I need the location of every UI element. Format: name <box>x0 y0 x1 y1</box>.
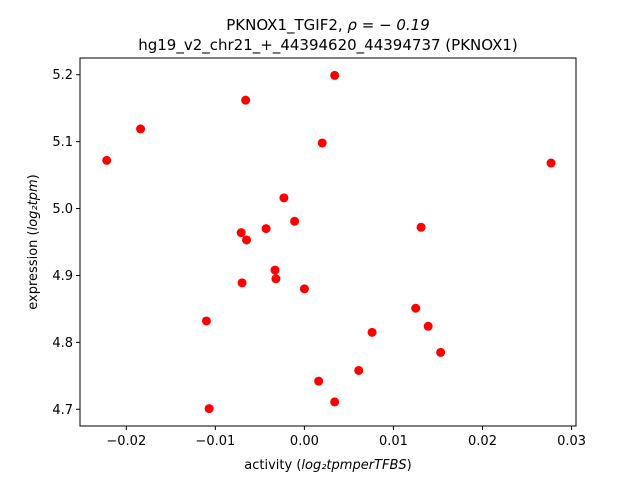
y-tick-label: 4.7 <box>52 403 73 418</box>
data-point <box>330 70 340 80</box>
x-tick-label: −0.01 <box>195 434 235 449</box>
x-axis-label-prefix: activity ( <box>244 458 301 473</box>
x-axis-label: activity (log₂tpmperTFBS) <box>244 458 411 473</box>
y-tick-label: 5.0 <box>52 202 73 217</box>
x-axis: −0.02 −0.01 0.00 0.01 0.02 0.03 <box>106 426 586 449</box>
data-point <box>270 265 280 275</box>
data-point <box>423 321 433 331</box>
y-axis: 4.7 4.8 4.9 5.0 5.1 5.2 <box>52 68 80 418</box>
x-tick-label: −0.02 <box>106 434 146 449</box>
data-point <box>330 397 340 407</box>
chart-title-line1: PKNOX1_TGIF2, ρ = − 0.19 <box>226 16 430 35</box>
x-axis-label-math: log₂tpmperTFBS <box>301 458 406 473</box>
x-axis-label-suffix: ) <box>407 458 412 473</box>
chart-title-line2: hg19_v2_chr21_+_44394620_44394737 (PKNOX… <box>138 36 518 55</box>
plot-area <box>79 57 577 427</box>
y-axis-label-math: log₂tpm <box>26 179 41 230</box>
data-point <box>237 278 247 288</box>
data-point <box>261 224 271 234</box>
data-point <box>236 228 246 238</box>
data-point <box>367 327 377 337</box>
data-point <box>436 347 446 357</box>
data-point <box>271 274 281 284</box>
y-axis-label: expression (log₂tpm) <box>26 174 41 309</box>
y-tick-label: 5.1 <box>52 135 73 150</box>
chart-title-rho: ρ = − 0.19 <box>347 16 429 34</box>
x-tick-label: 0.03 <box>557 434 586 449</box>
data-point <box>136 124 146 134</box>
y-axis-label-prefix: expression ( <box>26 230 41 309</box>
data-point <box>290 216 300 226</box>
y-tick-label: 5.2 <box>52 68 73 83</box>
data-point <box>279 193 289 203</box>
data-point <box>201 316 211 326</box>
data-point <box>411 303 421 313</box>
data-point <box>314 376 324 386</box>
x-tick-label: 0.00 <box>290 434 319 449</box>
data-point <box>204 404 214 414</box>
data-point <box>416 222 426 232</box>
x-tick-label: 0.01 <box>379 434 408 449</box>
data-point <box>241 95 251 105</box>
chart-title-prefix: PKNOX1_TGIF2, <box>226 16 347 35</box>
y-axis-label-suffix: ) <box>26 174 41 179</box>
data-point <box>102 155 112 165</box>
y-tick-label: 4.8 <box>52 336 73 351</box>
x-tick-label: 0.02 <box>468 434 497 449</box>
data-points <box>102 70 556 414</box>
data-point <box>317 138 327 148</box>
data-point <box>354 365 364 375</box>
data-point <box>546 158 556 168</box>
data-point <box>242 235 252 245</box>
data-point <box>299 284 309 294</box>
y-tick-label: 4.9 <box>52 269 73 284</box>
